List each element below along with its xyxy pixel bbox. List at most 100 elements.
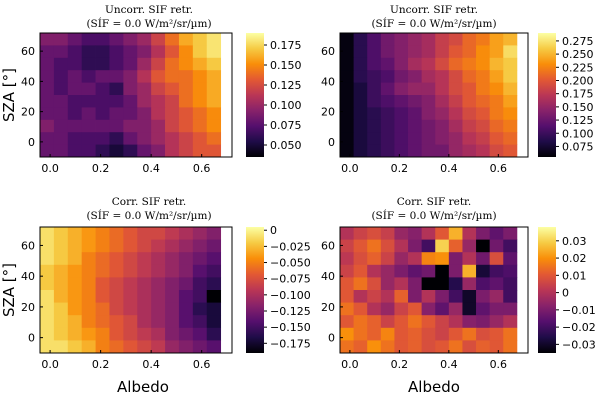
heatmap-cell	[503, 70, 518, 83]
heatmap-cell	[206, 264, 222, 278]
x-tick-label: 0.4	[142, 358, 160, 371]
panel-title-line1: Corr. SIF retr.	[112, 196, 187, 208]
heatmap-cell	[340, 107, 355, 121]
heatmap-cell	[421, 82, 436, 96]
heatmap-cell	[137, 119, 152, 133]
heatmap-cell	[435, 107, 450, 121]
heatmap-cell	[151, 239, 166, 253]
heatmap-cell	[137, 82, 152, 96]
heatmap-cell	[462, 82, 477, 96]
heatmap-cell	[95, 132, 110, 145]
heatmap-cell	[448, 277, 463, 291]
heatmap-cell	[421, 227, 436, 240]
heatmap-cell	[476, 33, 491, 46]
heatmap-cell	[489, 82, 504, 96]
heatmap-cell	[367, 252, 382, 266]
colorbar-tick-label: 0.125	[562, 114, 594, 127]
heatmap-cell	[178, 277, 194, 291]
heatmap-cell	[353, 57, 368, 71]
heatmap-cell	[353, 327, 368, 341]
heatmap-cell	[165, 340, 180, 354]
heatmap-cell	[353, 277, 368, 291]
x-axis-label: Albedo	[408, 378, 460, 396]
heatmap-cell	[95, 82, 110, 96]
heatmap-cell	[206, 290, 222, 303]
heatmap-cells	[340, 227, 518, 354]
x-tick-label: 0.6	[193, 162, 211, 175]
heatmap-cell	[165, 252, 180, 266]
heatmap-cell	[394, 70, 409, 83]
heatmap-cell	[435, 302, 450, 316]
heatmap-cell	[448, 70, 463, 83]
heatmap-cell	[151, 107, 166, 121]
heatmap-cell	[95, 302, 110, 316]
heatmap-cell	[137, 277, 152, 291]
heatmap-cell	[462, 70, 477, 83]
heatmap-cell	[178, 302, 194, 316]
panel-title-line1: Uncorr. SIF retr.	[390, 4, 478, 16]
colorbar	[246, 227, 264, 353]
heatmap-cell	[462, 239, 477, 253]
heatmap-cell	[462, 227, 477, 240]
colorbar-ticks: 0.03 0.02 0.01 0 −0.01 −0.02 −0.03	[556, 235, 596, 351]
heatmap-cell	[340, 144, 355, 158]
colorbar-tick-label: −0.100	[270, 289, 311, 302]
heatmap-cell	[476, 82, 491, 96]
heatmap-cell	[165, 327, 180, 341]
heatmap-cell	[109, 33, 124, 46]
heatmap-cell	[165, 107, 180, 121]
heatmap-cell	[367, 302, 382, 316]
y-axis-ticks: 0 20 40 60	[21, 239, 43, 345]
heatmap-cell	[421, 277, 436, 291]
heatmap-cell	[367, 132, 382, 145]
heatmap-cell	[380, 327, 395, 341]
heatmap-cell	[394, 82, 409, 96]
heatmap-cell	[53, 70, 69, 83]
heatmap-cell	[192, 302, 208, 316]
heatmap-cell	[123, 70, 138, 83]
heatmap-cell	[421, 107, 436, 121]
heatmap-cell	[67, 227, 83, 240]
heatmap-cell	[95, 33, 110, 46]
heatmap-cell	[151, 264, 166, 278]
heatmap-cell	[67, 132, 83, 145]
heatmap-cell	[462, 327, 477, 341]
heatmap-cell	[40, 290, 55, 303]
heatmap-cell	[53, 327, 69, 341]
y-tick-label: 20	[21, 106, 35, 119]
heatmap-cell	[476, 119, 491, 133]
heatmap-cell	[165, 70, 180, 83]
heatmap-cell	[503, 95, 518, 108]
heatmap-cell	[40, 45, 55, 59]
heatmap-cell	[394, 327, 409, 341]
heatmap-cell	[95, 95, 110, 108]
heatmap-cell	[503, 302, 518, 316]
heatmap-cell	[448, 327, 463, 341]
x-tick-label: 0.0	[41, 162, 59, 175]
heatmap-cell	[53, 132, 69, 145]
heatmap-cell	[367, 239, 382, 253]
heatmap-cell	[165, 45, 180, 59]
heatmap-cell	[394, 132, 409, 145]
colorbar-tick-label: −0.050	[270, 257, 311, 270]
heatmap-cell	[435, 340, 450, 354]
heatmap-cell	[81, 70, 96, 83]
heatmap-cell	[165, 57, 180, 71]
heatmap-cell	[353, 70, 368, 83]
heatmap-cell	[394, 33, 409, 46]
heatmap-cell	[192, 239, 208, 253]
heatmap-cell	[95, 315, 110, 329]
heatmap-cell	[192, 45, 208, 59]
heatmap-cell	[421, 144, 436, 158]
colorbar-tick-label: 0.275	[562, 35, 594, 48]
heatmap-cell	[353, 264, 368, 278]
heatmap-cell	[137, 252, 152, 266]
colorbar-tick-label: −0.025	[270, 240, 311, 253]
heatmap-cell	[137, 264, 152, 278]
heatmap-cell	[367, 340, 382, 354]
heatmap-cell	[137, 57, 152, 71]
x-tick-label: 0.2	[391, 162, 409, 175]
heatmap-cell	[123, 33, 138, 46]
heatmap-cell	[340, 290, 355, 303]
heatmap-cell	[476, 239, 491, 253]
